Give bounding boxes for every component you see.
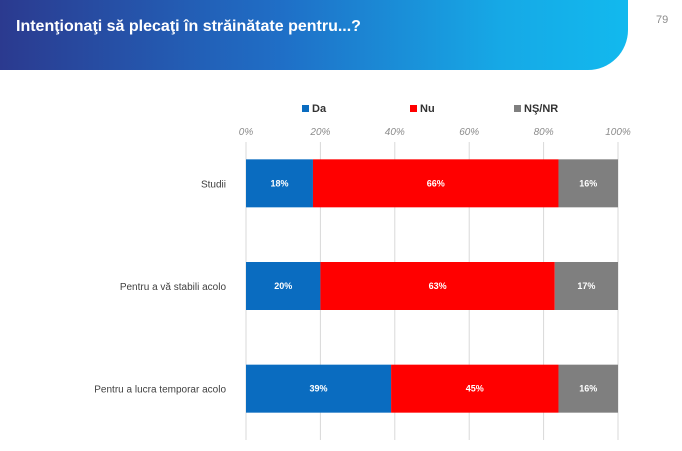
legend-label-3: NŞ/NR: [524, 103, 558, 115]
legend-label-1: Da: [312, 103, 327, 115]
x-tick-label: 40%: [385, 127, 405, 138]
legend-swatch-3: [514, 105, 521, 112]
category-label: Studii: [201, 179, 226, 190]
data-label: 16%: [579, 384, 597, 394]
legend-swatch-2: [410, 105, 417, 112]
legend-label-2: Nu: [420, 103, 435, 115]
title-banner: Intenţionaţi să plecaţi în străinătate p…: [0, 0, 628, 70]
data-label: 39%: [310, 384, 328, 394]
bar-segment: [558, 364, 618, 413]
category-label: Pentru a vă stabili acolo: [120, 282, 227, 293]
bar-segment: [391, 364, 559, 413]
bar-segment: [312, 159, 559, 208]
data-label: 45%: [466, 384, 484, 394]
x-tick-label: 20%: [309, 127, 330, 138]
x-tick-label: 80%: [534, 127, 554, 138]
bar-segment: [246, 159, 313, 208]
bar-segment: [246, 262, 321, 310]
x-tick-label: 100%: [605, 127, 631, 138]
bar-segment: [554, 262, 618, 310]
bar-segment: [246, 364, 392, 413]
data-label: 20%: [274, 281, 292, 291]
x-tick-label: 0%: [239, 127, 254, 138]
page-number: 79: [656, 14, 669, 26]
slide-title: Intenţionaţi să plecaţi în străinătate p…: [16, 18, 361, 35]
legend-swatch-1: [302, 105, 309, 112]
category-label: Pentru a lucra temporar acolo: [94, 385, 226, 396]
data-label: 63%: [429, 281, 447, 291]
bar-segment: [558, 159, 618, 208]
data-label: 66%: [427, 178, 445, 188]
data-label: 18%: [270, 178, 288, 188]
data-label: 17%: [577, 281, 595, 291]
x-tick-label: 60%: [459, 127, 479, 138]
data-label: 16%: [579, 178, 597, 188]
bar-segment: [320, 262, 555, 310]
